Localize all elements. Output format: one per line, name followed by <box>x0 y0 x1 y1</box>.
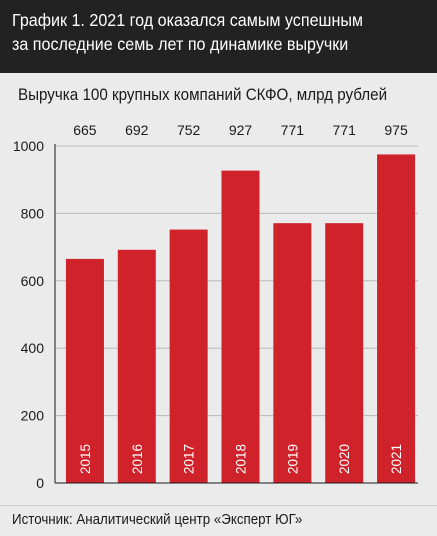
data-label: 692 <box>125 122 149 138</box>
x-tick-label: 2018 <box>234 444 249 474</box>
data-label: 975 <box>384 122 408 138</box>
data-label: 752 <box>177 122 201 138</box>
data-label: 771 <box>281 122 305 138</box>
bar <box>65 258 104 483</box>
y-tick-label: 600 <box>21 273 45 289</box>
bar <box>325 223 364 483</box>
data-label: 771 <box>333 122 357 138</box>
footer-divider <box>0 505 437 506</box>
source-note: Источник: Аналитический центр «Эксперт Ю… <box>12 512 303 528</box>
y-tick-label: 800 <box>21 205 45 221</box>
y-tick-label: 1000 <box>13 138 44 154</box>
x-tick-label: 2019 <box>285 444 300 474</box>
bar <box>221 170 260 483</box>
bar <box>169 229 208 483</box>
data-label: 927 <box>229 122 253 138</box>
bar <box>377 154 416 484</box>
x-tick-label: 2020 <box>337 444 352 474</box>
chart-title: Выручка 100 крупных компаний СКФО, млрд … <box>18 86 388 104</box>
data-label: 665 <box>73 122 97 138</box>
x-tick-label: 2021 <box>389 444 404 474</box>
figure-title: График 1. 2021 год оказался самым успешн… <box>12 10 363 54</box>
bar <box>117 249 156 483</box>
y-tick-label: 400 <box>21 340 45 356</box>
bar <box>273 223 312 483</box>
x-tick-label: 2016 <box>130 444 145 474</box>
header-bar: График 1. 2021 год оказался самым успешн… <box>0 0 437 73</box>
y-tick-label: 200 <box>21 408 45 424</box>
bar-chart: 0 200 400 600 800 1000 665 2015 692 2016 752 2017 92… <box>13 122 418 491</box>
y-tick-label: 0 <box>36 475 44 491</box>
x-tick-label: 2015 <box>78 444 93 474</box>
x-tick-label: 2017 <box>182 444 197 474</box>
